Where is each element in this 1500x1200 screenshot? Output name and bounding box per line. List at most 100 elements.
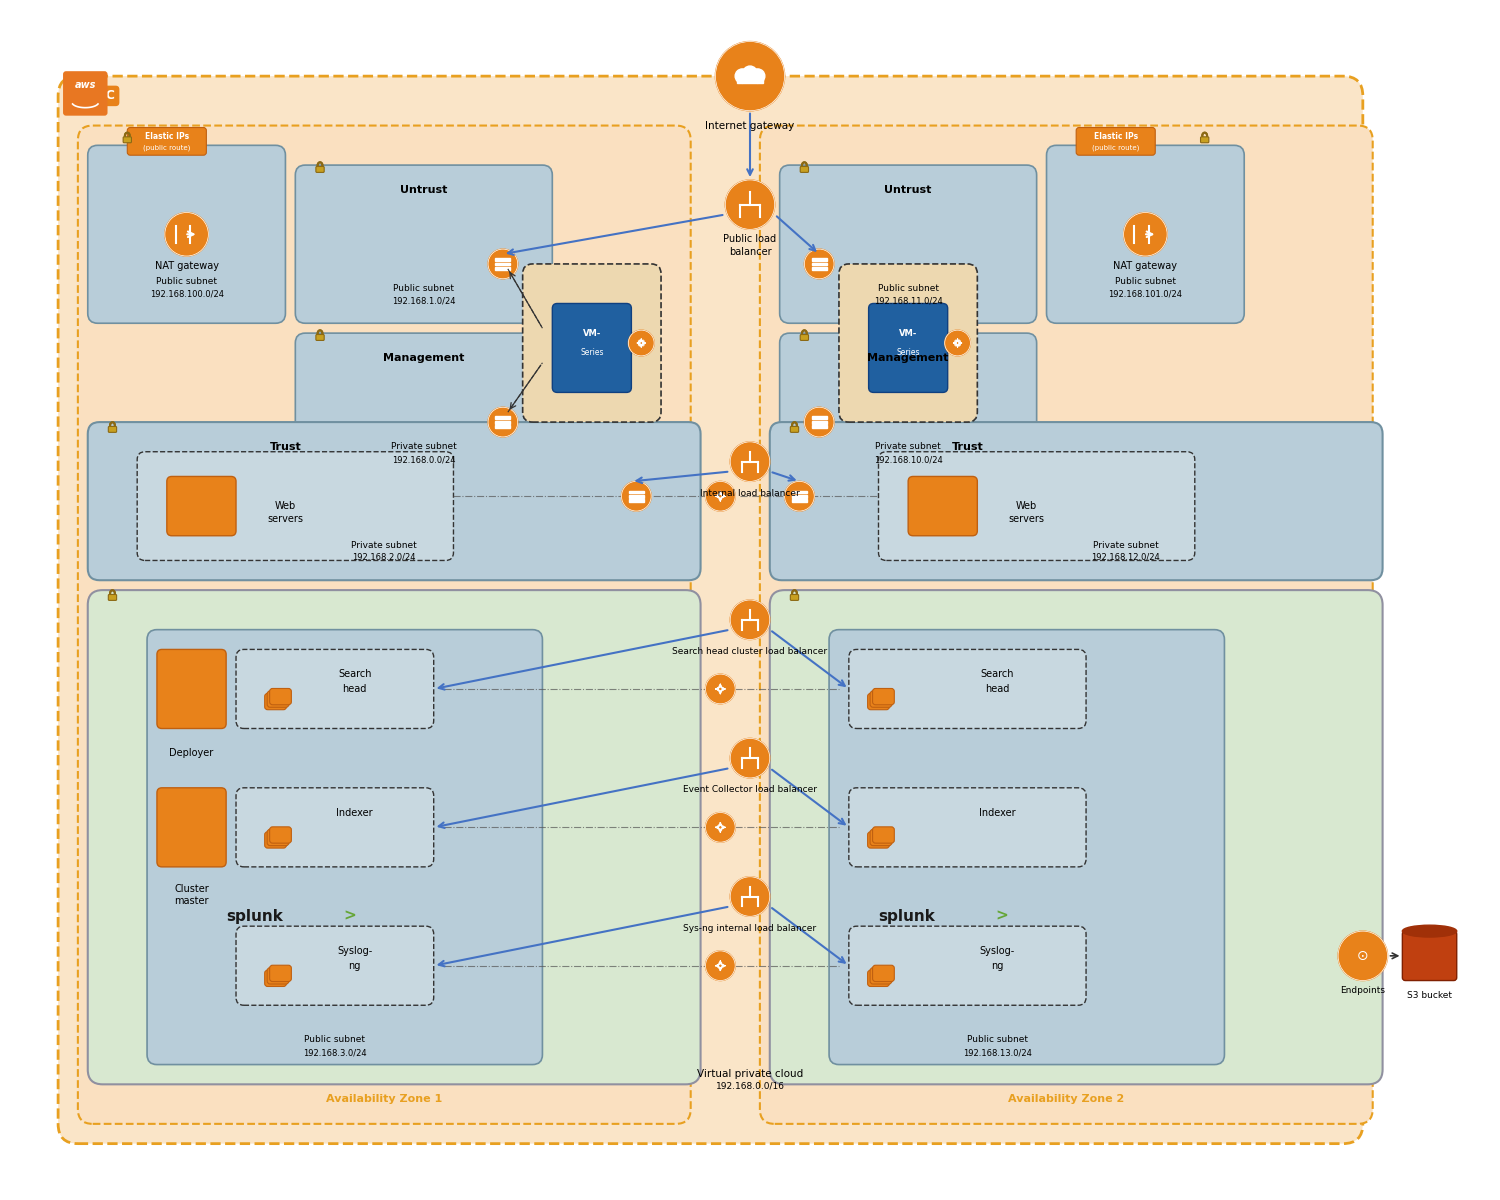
FancyBboxPatch shape xyxy=(830,630,1224,1064)
Bar xyxy=(628,499,644,502)
Circle shape xyxy=(488,407,518,437)
FancyBboxPatch shape xyxy=(873,689,894,704)
Bar xyxy=(812,268,826,270)
Text: head: head xyxy=(986,684,1010,694)
Text: Indexer: Indexer xyxy=(336,808,374,817)
Text: Trust: Trust xyxy=(951,442,984,451)
Text: ng: ng xyxy=(348,961,361,971)
Text: >: > xyxy=(344,908,355,924)
Text: Endpoints: Endpoints xyxy=(1341,986,1386,995)
Circle shape xyxy=(730,738,770,778)
Circle shape xyxy=(488,250,518,278)
Bar xyxy=(812,258,826,260)
Bar xyxy=(812,421,826,424)
FancyBboxPatch shape xyxy=(839,264,978,422)
Text: balancer: balancer xyxy=(729,247,771,257)
FancyBboxPatch shape xyxy=(88,145,285,323)
Text: Public subnet: Public subnet xyxy=(878,284,939,293)
Text: Public subnet: Public subnet xyxy=(966,1036,1028,1044)
Bar xyxy=(792,496,807,498)
Text: Management: Management xyxy=(382,353,465,362)
FancyBboxPatch shape xyxy=(296,334,552,472)
Text: Availability Zone 2: Availability Zone 2 xyxy=(1008,1094,1125,1104)
Text: Syslog-: Syslog- xyxy=(338,946,372,956)
Text: >: > xyxy=(996,908,1008,924)
FancyBboxPatch shape xyxy=(849,788,1086,866)
Circle shape xyxy=(804,250,834,278)
Bar xyxy=(628,496,644,498)
Text: aws: aws xyxy=(75,79,96,90)
Circle shape xyxy=(730,877,770,917)
Text: 192.168.10.0/24: 192.168.10.0/24 xyxy=(874,455,942,464)
Text: 192.168.1.0/24: 192.168.1.0/24 xyxy=(392,296,456,306)
Text: Availability Zone 1: Availability Zone 1 xyxy=(326,1094,442,1104)
Text: Management: Management xyxy=(867,353,950,362)
Text: 192.168.11.0/24: 192.168.11.0/24 xyxy=(874,296,942,306)
Text: 192.168.13.0/24: 192.168.13.0/24 xyxy=(963,1048,1032,1057)
Circle shape xyxy=(804,407,834,437)
FancyBboxPatch shape xyxy=(1200,137,1209,143)
Circle shape xyxy=(730,442,770,481)
FancyBboxPatch shape xyxy=(1047,145,1244,323)
FancyBboxPatch shape xyxy=(296,166,552,323)
Text: Untrust: Untrust xyxy=(400,185,447,194)
FancyBboxPatch shape xyxy=(780,166,1036,323)
Circle shape xyxy=(716,42,784,110)
Circle shape xyxy=(735,68,750,83)
FancyBboxPatch shape xyxy=(128,127,207,155)
FancyBboxPatch shape xyxy=(88,590,700,1085)
Text: Internal load balancer: Internal load balancer xyxy=(700,488,800,498)
Text: servers: servers xyxy=(1010,514,1046,524)
FancyBboxPatch shape xyxy=(1402,931,1456,980)
Circle shape xyxy=(1338,931,1388,980)
Text: Search: Search xyxy=(338,670,372,679)
FancyBboxPatch shape xyxy=(867,970,889,986)
Bar xyxy=(495,416,510,419)
Circle shape xyxy=(784,481,814,511)
Text: Search: Search xyxy=(981,670,1014,679)
Circle shape xyxy=(705,812,735,842)
FancyBboxPatch shape xyxy=(108,594,117,600)
FancyBboxPatch shape xyxy=(790,594,798,600)
FancyBboxPatch shape xyxy=(108,426,117,432)
Text: Public subnet: Public subnet xyxy=(304,1036,366,1044)
FancyBboxPatch shape xyxy=(780,334,1036,472)
FancyBboxPatch shape xyxy=(136,451,453,560)
Text: Search head cluster load balancer: Search head cluster load balancer xyxy=(672,647,828,656)
FancyBboxPatch shape xyxy=(552,304,632,392)
FancyBboxPatch shape xyxy=(270,827,291,844)
Bar xyxy=(495,263,510,265)
FancyBboxPatch shape xyxy=(78,126,690,1124)
FancyBboxPatch shape xyxy=(870,829,892,846)
FancyBboxPatch shape xyxy=(870,691,892,707)
FancyBboxPatch shape xyxy=(522,264,662,422)
FancyBboxPatch shape xyxy=(873,827,894,844)
FancyBboxPatch shape xyxy=(316,335,324,341)
FancyBboxPatch shape xyxy=(158,788,226,866)
Text: (public route): (public route) xyxy=(142,144,190,150)
Text: S3 bucket: S3 bucket xyxy=(1407,991,1452,1000)
FancyBboxPatch shape xyxy=(879,451,1196,560)
Bar xyxy=(736,74,764,83)
Text: Private subnet: Private subnet xyxy=(392,443,456,451)
FancyBboxPatch shape xyxy=(264,694,286,709)
FancyBboxPatch shape xyxy=(147,630,543,1064)
Text: Virtual private cloud: Virtual private cloud xyxy=(698,1069,802,1080)
Text: ng: ng xyxy=(992,961,1004,971)
Text: Web: Web xyxy=(274,502,296,511)
Text: 192.168.100.0/24: 192.168.100.0/24 xyxy=(150,289,224,298)
FancyBboxPatch shape xyxy=(267,691,290,707)
Text: NAT gateway: NAT gateway xyxy=(1113,260,1178,271)
FancyBboxPatch shape xyxy=(63,71,108,115)
Text: Event Collector load balancer: Event Collector load balancer xyxy=(682,785,818,794)
Circle shape xyxy=(705,950,735,980)
FancyBboxPatch shape xyxy=(267,829,290,846)
FancyBboxPatch shape xyxy=(264,832,286,848)
Text: Web: Web xyxy=(1016,502,1038,511)
Text: (public route): (public route) xyxy=(1092,144,1140,150)
FancyBboxPatch shape xyxy=(800,335,808,341)
FancyBboxPatch shape xyxy=(790,426,798,432)
Text: VM-: VM- xyxy=(898,329,918,337)
Text: 192.168.0.0/24: 192.168.0.0/24 xyxy=(392,455,456,464)
FancyBboxPatch shape xyxy=(270,689,291,704)
